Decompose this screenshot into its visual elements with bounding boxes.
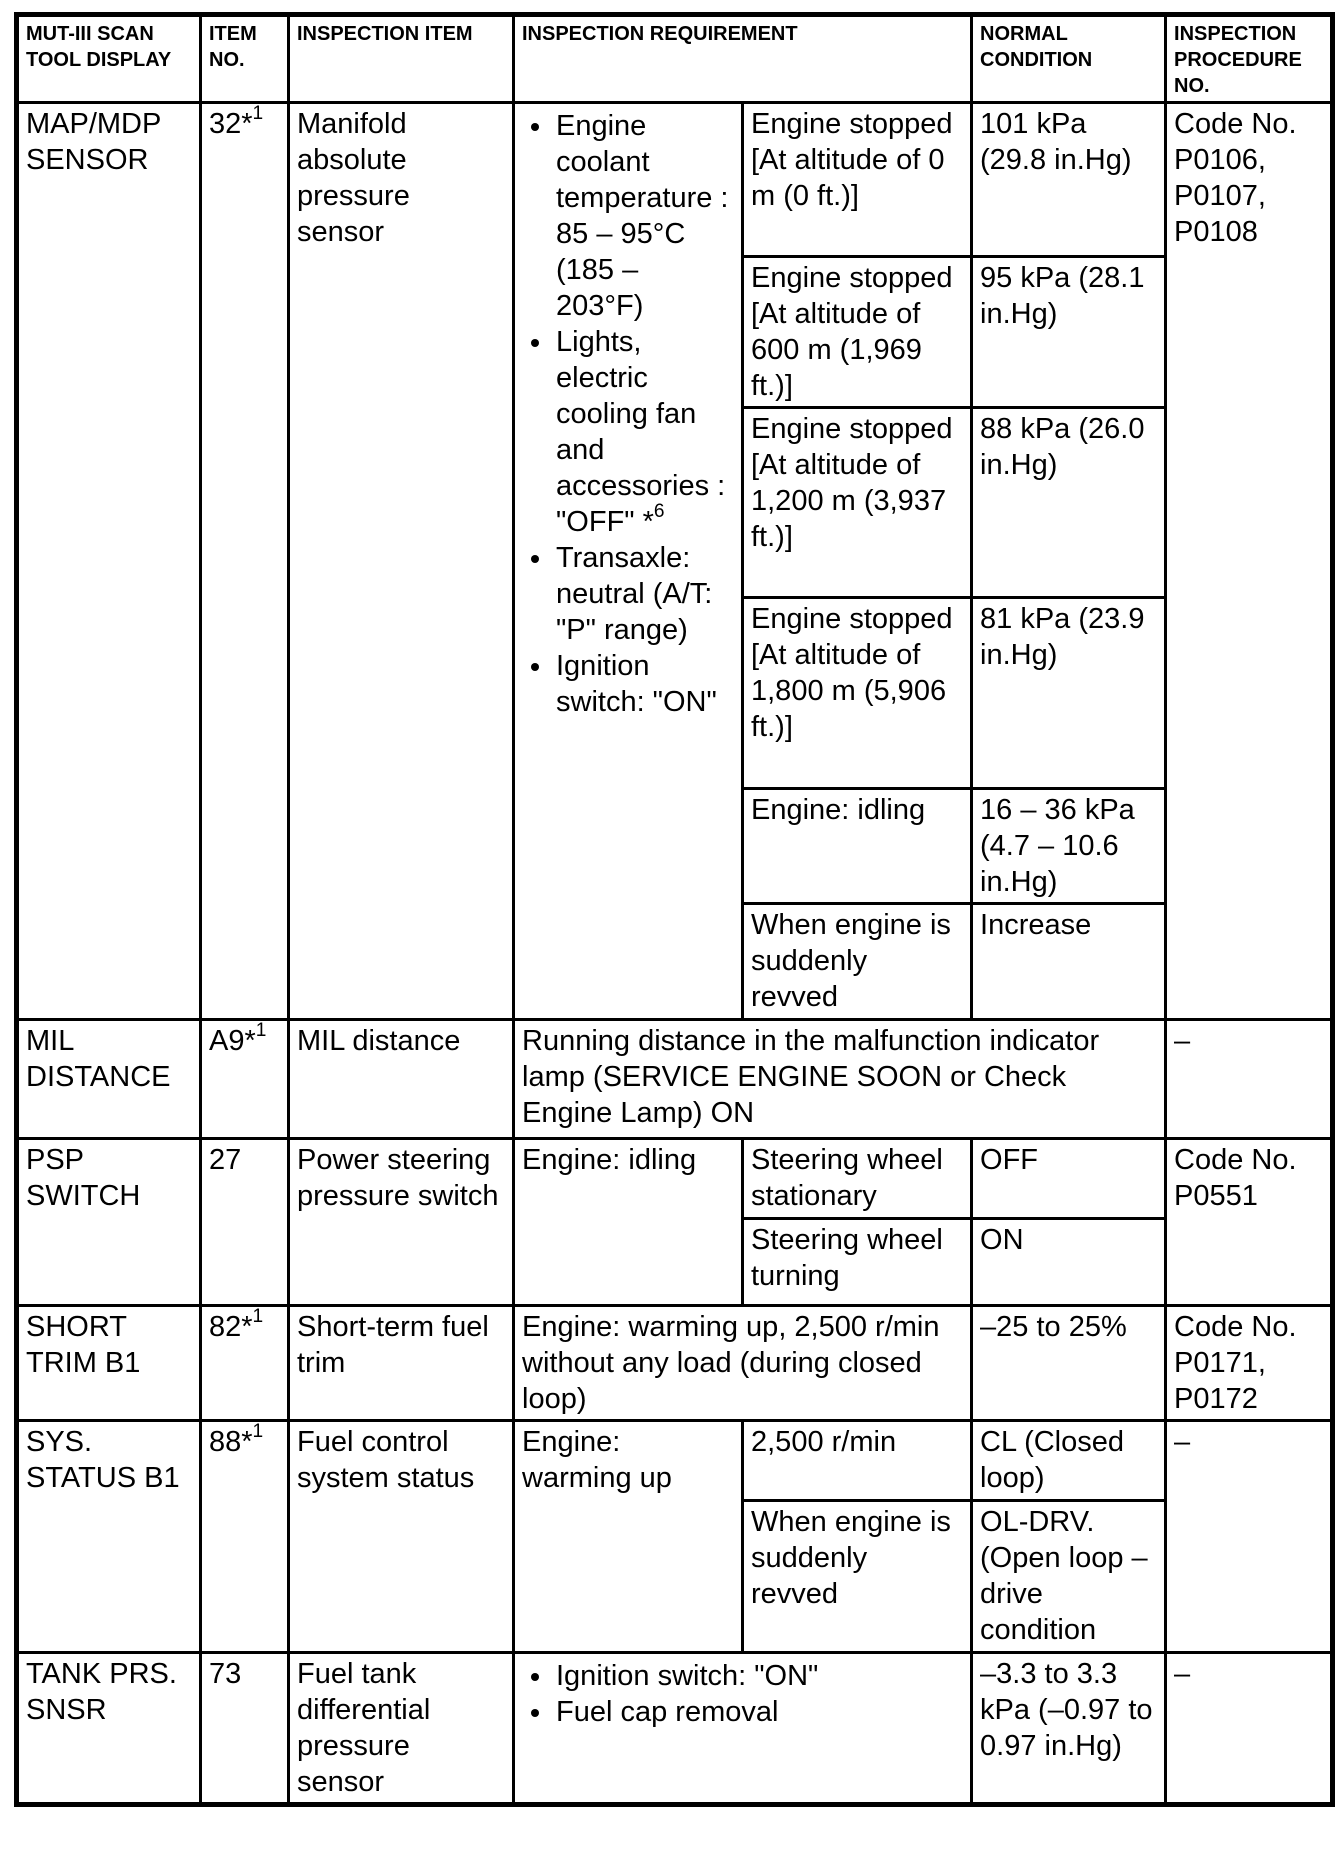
cell-psp-cond-1: Steering wheel turning [740, 1217, 974, 1307]
cell-map-cond-3: Engine stopped [At altitude of 1,800 m (… [740, 596, 974, 790]
table-subrow: Engine: idling 16 – 36 kPa (4.7 – 10.6 i… [17, 787, 1333, 905]
cell-short-item-no: 82*1 [199, 1304, 290, 1422]
cell-map-normal-2: 88 kPa (26.0 in.Hg) [970, 406, 1168, 599]
requirement-bullet: Transaxle: neutral (A/T: "P" range) [554, 540, 733, 648]
cell-tank-item-no: 73 [199, 1651, 290, 1806]
table-row-psp-switch: PSP SWITCH 27 Power steering pressure sw… [15, 1137, 1335, 1307]
header-item-no: ITEM NO. [199, 13, 290, 104]
cell-map-cond-1: Engine stopped [At altitude of 600 m (1,… [740, 255, 974, 409]
requirement-bullet-list: Ignition switch: "ON" Fuel cap removal [522, 1658, 962, 1730]
cell-tank-procedure: – [1164, 1651, 1335, 1806]
table-row-sys-status-b1: SYS. STATUS B1 88*1 Fuel control system … [15, 1419, 1335, 1654]
requirement-bullet: Fuel cap removal [554, 1694, 962, 1730]
cell-sys-display: SYS. STATUS B1 [15, 1419, 202, 1654]
requirement-bullet: Lights, electric cooling fan and accesso… [554, 324, 733, 540]
cell-tank-display: TANK PRS. SNSR [15, 1651, 202, 1806]
cell-sys-normal-0: CL (Closed loop) [970, 1419, 1168, 1502]
item-no-footnote: 1 [252, 1306, 264, 1327]
table-subrow: Engine stopped [At altitude of 600 m (1,… [17, 255, 1333, 409]
manual-page: MUT-III SCAN TOOL DISPLAY ITEM NO. INSPE… [0, 0, 1344, 1819]
table-subrow: Steering wheel turning ON [17, 1217, 1333, 1307]
cell-map-cond-4: Engine: idling [740, 787, 974, 905]
bullet-text: Lights, electric cooling fan and accesso… [556, 326, 726, 538]
bullet-text: Fuel cap removal [556, 1696, 779, 1728]
cell-map-normal-1: 95 kPa (28.1 in.Hg) [970, 255, 1168, 409]
cell-short-inspection-item: Short-term fuel trim [287, 1304, 515, 1422]
cell-psp-normal-1: ON [970, 1217, 1168, 1307]
cell-short-requirement: Engine: warming up, 2,500 r/min without … [511, 1304, 974, 1422]
cell-map-cond-2: Engine stopped [At altitude of 1,200 m (… [740, 406, 974, 599]
cell-psp-procedure: Code No. P0551 [1164, 1137, 1335, 1307]
item-no-text: 73 [209, 1658, 242, 1690]
header-scan-tool-display: MUT-III SCAN TOOL DISPLAY [15, 13, 202, 104]
cell-map-item-no: 32*1 [199, 101, 290, 1021]
item-no-footnote: 1 [252, 103, 264, 124]
cell-map-normal-3: 81 kPa (23.9 in.Hg) [970, 596, 1168, 790]
table-subrow: Engine stopped [At altitude of 1,200 m (… [17, 406, 1333, 599]
cell-sys-item-no: 88*1 [199, 1419, 290, 1654]
item-no-text: 32* [209, 108, 253, 140]
bullet-text: Ignition switch: "ON" [556, 1660, 819, 1692]
table-row-short-trim-b1: SHORT TRIM B1 82*1 Short-term fuel trim … [15, 1304, 1335, 1422]
table-subrow: When engine is suddenly revved Increase [17, 902, 1333, 1021]
cell-map-display: MAP/MDP SENSOR [15, 101, 202, 1021]
table-header-row: MUT-III SCAN TOOL DISPLAY ITEM NO. INSPE… [15, 13, 1335, 104]
header-inspection-requirement: INSPECTION REQUIREMENT [511, 13, 974, 104]
item-no-text: 88* [209, 1426, 253, 1458]
bullet-text: Ignition switch: "ON" [556, 650, 717, 718]
cell-map-normal-4: 16 – 36 kPa (4.7 – 10.6 in.Hg) [970, 787, 1168, 905]
cell-mil-item-no: A9*1 [199, 1018, 290, 1140]
cell-tank-inspection-item: Fuel tank differential pressure sensor [287, 1651, 515, 1806]
cell-map-inspection-item: Manifold absolute pressure sensor [287, 101, 515, 1021]
cell-short-display: SHORT TRIM B1 [15, 1304, 202, 1422]
cell-sys-inspection-item: Fuel control system status [287, 1419, 515, 1654]
cell-tank-normal: –3.3 to 3.3 kPa (–0.97 to 0.97 in.Hg) [970, 1651, 1168, 1806]
table-row-tank-prs-snsr: TANK PRS. SNSR 73 Fuel tank differential… [15, 1651, 1335, 1806]
cell-map-normal-5: Increase [970, 902, 1168, 1021]
cell-map-cond-5: When engine is suddenly revved [740, 902, 974, 1021]
cell-mil-requirement: Running distance in the malfunction indi… [511, 1018, 1168, 1140]
cell-mil-procedure: – [1164, 1018, 1335, 1140]
requirement-bullet-list: Engine coolant temperature : 85 – 95°C (… [522, 108, 733, 720]
header-inspection-item: INSPECTION ITEM [287, 13, 515, 104]
item-no-footnote: 1 [252, 1421, 264, 1442]
table-row-map-mdp: MAP/MDP SENSOR 32*1 Manifold absolute pr… [15, 101, 1335, 1021]
cell-psp-display: PSP SWITCH [15, 1137, 202, 1307]
cell-tank-requirements: Ignition switch: "ON" Fuel cap removal [511, 1651, 974, 1806]
item-no-text: 27 [209, 1144, 242, 1176]
item-no-text: 82* [209, 1311, 253, 1343]
cell-sys-procedure: – [1164, 1419, 1335, 1654]
cell-map-normal-0: 101 kPa (29.8 in.Hg) [970, 101, 1168, 258]
item-no-text: A9* [209, 1025, 256, 1057]
cell-psp-inspection-item: Power steering pressure switch [287, 1137, 515, 1307]
bullet-footnote: 6 [653, 501, 665, 522]
cell-mil-display: MIL DISTANCE [15, 1018, 202, 1140]
bullet-text: Transaxle: neutral (A/T: "P" range) [556, 542, 713, 646]
cell-short-normal: –25 to 25% [970, 1304, 1168, 1422]
header-inspection-procedure-no: INSPECTION PROCEDURE NO. [1164, 13, 1335, 104]
requirement-bullet: Engine coolant temperature : 85 – 95°C (… [554, 108, 733, 324]
cell-sys-normal-1: OL-DRV. (Open loop – drive condition [970, 1499, 1168, 1654]
table-subrow: Engine stopped [At altitude of 1,800 m (… [17, 596, 1333, 790]
cell-sys-requirement: Engine: warming up [512, 1419, 744, 1654]
header-normal-condition: NORMAL CONDITION [970, 13, 1168, 104]
cell-map-cond-0: Engine stopped [At altitude of 0 m (0 ft… [740, 101, 974, 258]
requirement-bullet: Ignition switch: "ON" [554, 1658, 962, 1694]
cell-psp-item-no: 27 [199, 1137, 290, 1307]
cell-mil-inspection-item: MIL distance [287, 1018, 515, 1140]
cell-psp-normal-0: OFF [970, 1137, 1168, 1220]
scan-tool-data-table: MUT-III SCAN TOOL DISPLAY ITEM NO. INSPE… [14, 12, 1336, 1807]
cell-sys-cond-0: 2,500 r/min [740, 1419, 974, 1502]
cell-psp-requirement: Engine: idling [512, 1137, 744, 1307]
cell-sys-cond-1: When engine is suddenly revved [740, 1499, 974, 1654]
item-no-footnote: 1 [255, 1020, 267, 1041]
cell-map-requirements: Engine coolant temperature : 85 – 95°C (… [512, 101, 744, 1021]
bullet-text: Engine coolant temperature : 85 – 95°C (… [556, 110, 729, 322]
cell-psp-cond-0: Steering wheel stationary [740, 1137, 974, 1220]
cell-short-procedure: Code No. P0171, P0172 [1164, 1304, 1335, 1422]
table-row-mil-distance: MIL DISTANCE A9*1 MIL distance Running d… [15, 1018, 1335, 1140]
table-subrow: When engine is suddenly revved OL-DRV. (… [17, 1499, 1333, 1654]
cell-map-procedure: Code No. P0106, P0107, P0108 [1164, 101, 1335, 1021]
requirement-bullet: Ignition switch: "ON" [554, 648, 733, 720]
